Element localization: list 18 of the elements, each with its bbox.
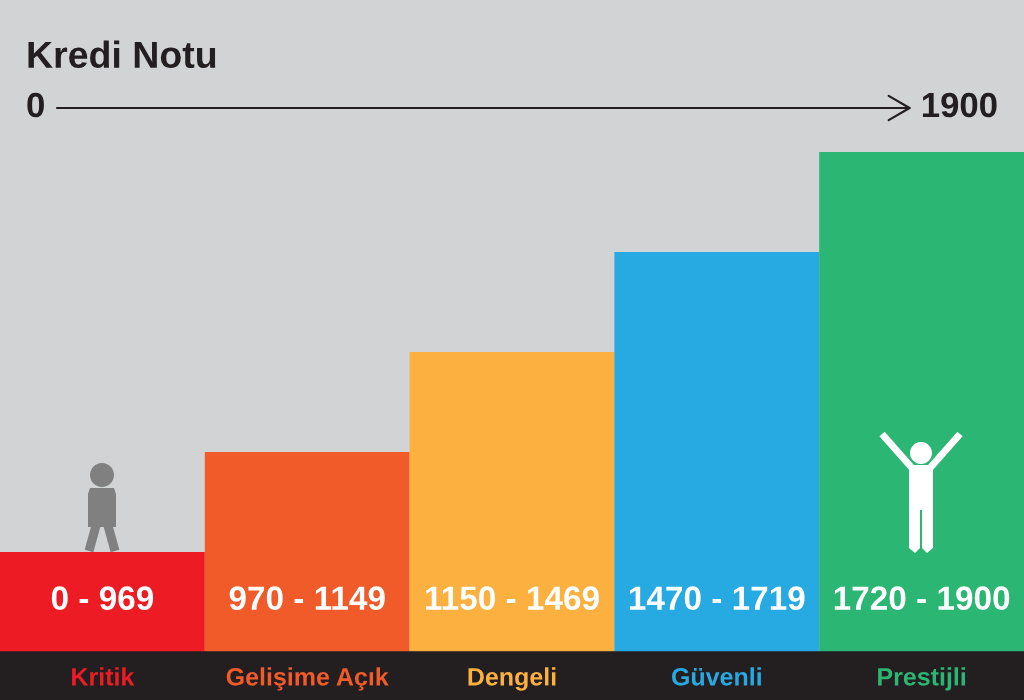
text: 1900 bbox=[922, 92, 997, 118]
bar bbox=[614, 252, 820, 652]
bar bbox=[409, 352, 615, 652]
bar bbox=[819, 152, 1024, 652]
annotation: 1150 - 1469 bbox=[426, 586, 599, 610]
chart-title: Kredi Notu bbox=[28, 40, 216, 69]
x-tick-label: Gelişime Açık bbox=[226, 667, 389, 691]
bar bbox=[0, 552, 205, 652]
annotation: 1720 - 1900 bbox=[834, 586, 1010, 610]
x-tick-label: Dengeli bbox=[468, 667, 556, 691]
annotation: 970 - 1149 bbox=[229, 586, 385, 610]
x-tick-label: Prestijli bbox=[878, 667, 965, 691]
bar bbox=[204, 452, 410, 652]
x-tick-label: Kritik bbox=[72, 667, 135, 686]
annotation: 0 - 969 bbox=[51, 586, 154, 610]
annotation: 1470 - 1719 bbox=[629, 586, 805, 610]
text: 0 bbox=[27, 92, 44, 118]
x-tick-label: Güvenli bbox=[671, 667, 761, 686]
